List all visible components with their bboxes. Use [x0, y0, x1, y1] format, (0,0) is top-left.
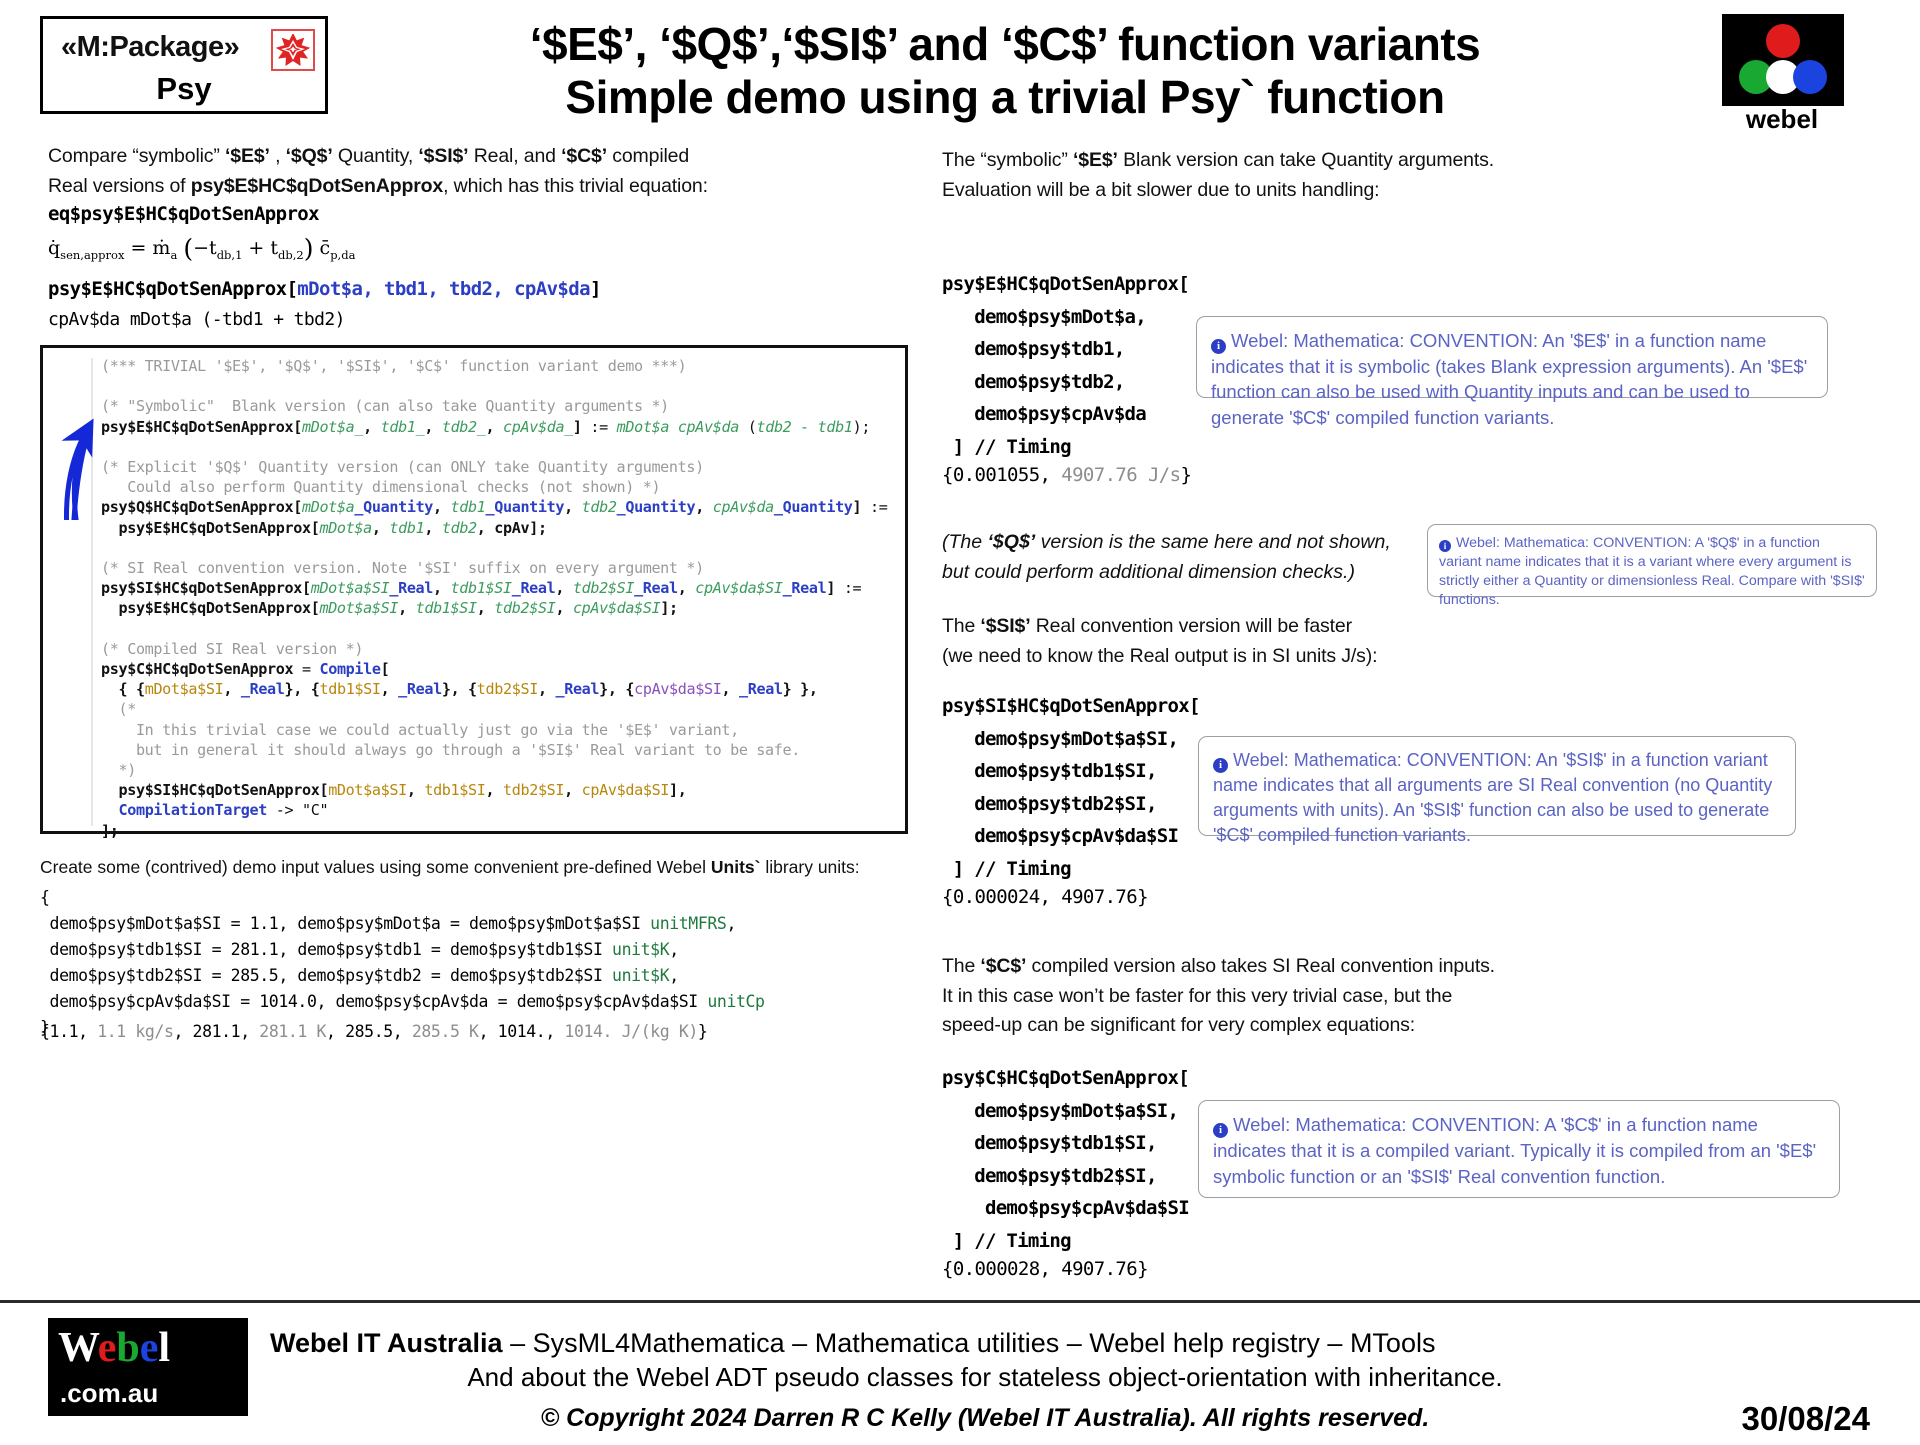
symbolic-paragraph: The “symbolic” ‘$E$’ Blank version can t… — [942, 146, 1642, 205]
token-Q: ‘$Q$’ — [285, 145, 333, 167]
callout-si-text: Webel: Mathematica: CONVENTION: An '$SI$… — [1213, 750, 1773, 845]
call-suffix: ] — [589, 278, 601, 300]
webel-logo-icon — [1722, 14, 1844, 106]
mathematica-code-cell[interactable]: (*** TRIVIAL '$E$', '$Q$', '$SI$', '$C$'… — [40, 345, 908, 840]
callout-q-text: Webel: Mathematica: CONVENTION: A '$Q$' … — [1439, 535, 1865, 608]
q-note-token: ‘$Q$’ — [987, 531, 1036, 553]
compiled-output: {0.000028, 4907.76} — [942, 1258, 1149, 1280]
footer-date: 30/08/24 — [1741, 1400, 1870, 1437]
compare-line2-pre: Real versions of — [48, 174, 191, 197]
footer-company: Webel IT Australia — [270, 1328, 503, 1358]
q-version-note: (The ‘$Q$’ version is the same here and … — [942, 527, 1422, 587]
compare-tail: compiled — [606, 145, 690, 167]
q-note-line2: but could perform additional dimension c… — [942, 561, 1355, 584]
compiled-code-snippet: psy$C$HC$qDotSenApprox[ demo$psy$mDot$a$… — [942, 1067, 1190, 1252]
p3-pre: The — [942, 955, 981, 977]
callout-c-text: Webel: Mathematica: CONVENTION: A '$C$' … — [1213, 1114, 1817, 1187]
units-library-name: Units` — [710, 857, 761, 877]
token-E: ‘$E$’ — [225, 145, 270, 167]
compiled-paragraph: The ‘$C$’ compiled version also takes SI… — [942, 952, 1702, 1041]
p2-pre: The — [942, 615, 981, 637]
package-name: Psy — [156, 71, 212, 106]
token-C: ‘$C$’ — [561, 145, 607, 167]
footer-divider — [0, 1300, 1920, 1303]
token-SI: ‘$SI$’ — [418, 145, 469, 167]
package-stereotype: «M:Package» — [61, 31, 240, 63]
p2-post: Real convention version will be faster — [1030, 615, 1352, 637]
footer-line-2: And about the Webel ADT pseudo classes f… — [467, 1362, 1503, 1392]
function-call-expression: psy$E$HC$qDotSenApprox[mDot$a, tbd1, tbd… — [48, 278, 601, 300]
si-output: {0.000024, 4907.76} — [942, 886, 1149, 908]
package-box: «M:Package» Psy — [40, 16, 328, 114]
footer-line-1: Webel IT Australia – SysML4Mathematica –… — [270, 1328, 1690, 1359]
p2-token-SI: ‘$SI$’ — [980, 615, 1031, 637]
equation-name: eq$psy$E$HC$qDotSenApprox — [48, 203, 320, 225]
info-icon: i — [1213, 758, 1228, 773]
webel-footer-logo-icon: Webel .com.au — [48, 1318, 248, 1416]
demo-lead-post: library units: — [760, 857, 860, 877]
compare-line2-tail: , which has this trivial equation: — [443, 174, 708, 197]
callout-e-text: Webel: Mathematica: CONVENTION: An '$E$'… — [1211, 330, 1808, 428]
p3-line2: It in this case won’t be faster for this… — [942, 984, 1453, 1007]
demo-values-code: { demo$psy$mDot$a$SI = 1.1, demo$psy$mDo… — [40, 888, 765, 1037]
si-code-snippet: psy$SI$HC$qDotSenApprox[ demo$psy$mDot$a… — [942, 695, 1200, 880]
page-title: ‘$E$’, ‘$Q$’,‘$SI$’ and ‘$C$’ function v… — [340, 18, 1670, 125]
q-note-pre: (The — [942, 531, 988, 553]
call-prefix: psy$E$HC$qDotSenApprox[ — [48, 278, 298, 300]
p2-line2: (we need to know the Real output is in S… — [942, 644, 1378, 667]
compare-mid-2: Quantity, — [332, 145, 419, 167]
code-text: (*** TRIVIAL '$E$', '$Q$', '$SI$', '$C$'… — [101, 357, 888, 840]
p1-pre: The “symbolic” — [942, 149, 1074, 171]
footer-line1-rest: – SysML4Mathematica – Mathematica utilit… — [502, 1328, 1436, 1358]
p1-line2: Evaluation will be a bit slower due to u… — [942, 178, 1380, 201]
symbolic-output: {0.001055, 4907.76 J/s} — [942, 464, 1192, 486]
p3-post: compiled version also takes SI Real conv… — [1026, 955, 1496, 977]
cell-bracket-bar — [91, 358, 93, 826]
info-icon: i — [1439, 540, 1451, 552]
callout-c-convention: i Webel: Mathematica: CONVENTION: A '$C$'… — [1198, 1100, 1840, 1198]
demo-values-output: {1.1, 1.1 kg/s, 281.1, 281.1 K, 285.5, 2… — [40, 1022, 708, 1041]
footer-logo-domain: .com.au — [60, 1378, 159, 1408]
compare-mid-3: Real, and — [468, 145, 562, 167]
compare-paragraph: Compare “symbolic” ‘$E$’ , ‘$Q$’ Quantit… — [48, 142, 748, 201]
si-paragraph: The ‘$SI$’ Real convention version will … — [942, 612, 1642, 671]
q-note-post: version is the same here and not shown, — [1035, 531, 1391, 553]
compare-function-name: psy$E$HC$qDotSenApprox — [190, 174, 444, 197]
symbolic-code-snippet: psy$E$HC$qDotSenApprox[ demo$psy$mDot$a,… — [942, 273, 1190, 458]
callout-si-convention: i Webel: Mathematica: CONVENTION: An '$SI… — [1198, 736, 1796, 845]
footer-logo-word: Webel — [58, 1325, 171, 1371]
callout-e-convention: i Webel: Mathematica: CONVENTION: An '$E$… — [1196, 316, 1828, 428]
footer-copyright: © Copyright 2024 Darren R C Kelly (Webel… — [540, 1404, 1430, 1432]
wolfram-spikey-icon — [271, 29, 315, 71]
title-line-2: Simple demo using a trivial Psy` functio… — [565, 71, 1445, 124]
info-icon: i — [1213, 1123, 1228, 1138]
equation-rendered: q̇sen,approx = ṁa (−tdb,1 + tdb,2) c̄p,d… — [48, 234, 356, 263]
function-call-result: cpAv$da mDot$a (-tbd1 + tbd2) — [48, 309, 345, 330]
p3-token-C: ‘$C$’ — [980, 955, 1027, 977]
title-line-1: ‘$E$’, ‘$Q$’,‘$SI$’ and ‘$C$’ function v… — [529, 18, 1481, 70]
compare-pre: Compare “symbolic” — [48, 145, 226, 167]
p1-post: Blank version can take Quantity argument… — [1117, 149, 1494, 171]
callout-q-convention: i Webel: Mathematica: CONVENTION: A '$Q$'… — [1427, 524, 1877, 608]
p3-line3: speed-up can be significant for very com… — [942, 1014, 1416, 1037]
demo-values-lead: Create some (contrived) demo input value… — [40, 857, 860, 878]
compare-mid-1: , — [269, 145, 286, 167]
info-icon: i — [1211, 339, 1226, 354]
call-args: mDot$a, tbd1, tbd2, cpAv$da — [297, 278, 590, 300]
demo-lead-pre: Create some (contrived) demo input value… — [40, 857, 711, 877]
p1-token-E: ‘$E$’ — [1073, 149, 1118, 171]
brand-word: webel — [1745, 104, 1819, 134]
